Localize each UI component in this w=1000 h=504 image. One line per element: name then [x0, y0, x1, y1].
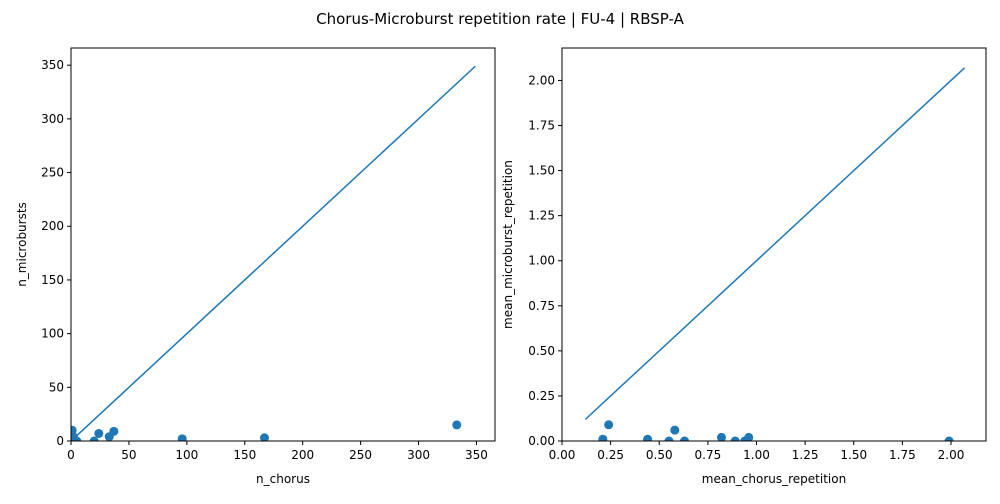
- left-panel-marks: [71, 65, 476, 441]
- right-reference-line: [584, 67, 966, 420]
- left-x-tick-label: 50: [121, 448, 136, 462]
- right-x-tick-label: 0.75: [695, 448, 722, 462]
- left-y-tick-label: 250: [41, 166, 64, 180]
- left-y-tick-label: 100: [41, 327, 64, 341]
- right-data-point: [944, 436, 954, 441]
- left-panel-frame: [70, 47, 496, 442]
- left-x-tick-label: 350: [465, 448, 488, 462]
- right-y-axis-label: mean_microburst_repetition: [501, 160, 515, 329]
- left-x-tick-label: 250: [349, 448, 372, 462]
- left-x-axis-label: n_chorus: [256, 472, 310, 486]
- right-y-tick-label: 0.75: [528, 299, 555, 313]
- right-x-tick-label: 1.50: [840, 448, 867, 462]
- right-data-point: [643, 434, 653, 441]
- right-data-point: [604, 420, 614, 430]
- right-data-point: [744, 432, 754, 441]
- left-y-axis-label: n_microbursts: [15, 202, 29, 287]
- left-y-tick-label: 200: [41, 219, 64, 233]
- left-y-tick-label: 300: [41, 112, 64, 126]
- right-x-tick-label: 0.00: [549, 448, 576, 462]
- left-y-tick-label: 350: [41, 58, 64, 72]
- left-data-point: [94, 428, 104, 438]
- right-y-tick-label: 1.50: [528, 164, 555, 178]
- left-data-point: [259, 433, 269, 441]
- right-data-point: [670, 425, 680, 435]
- left-panel-ticks: 0 50 100 150 200 250 300 350 0 50 100 150 200 250 300 3…: [41, 58, 488, 462]
- left-panel: 0 50 100 150 200 250 300 350 0 50 100 150 200 250 300 3…: [15, 47, 496, 486]
- right-x-tick-label: 2.00: [938, 448, 965, 462]
- left-y-tick-label: 0: [56, 434, 64, 448]
- left-x-tick-label: 300: [407, 448, 430, 462]
- right-x-tick-label: 0.25: [597, 448, 624, 462]
- right-data-point: [680, 436, 690, 441]
- left-x-tick-label: 150: [233, 448, 256, 462]
- left-data-point: [452, 420, 462, 430]
- right-data-point: [598, 434, 608, 441]
- right-x-tick-label: 1.75: [889, 448, 916, 462]
- right-x-tick-label: 1.00: [743, 448, 770, 462]
- left-x-tick-label: 0: [67, 448, 75, 462]
- right-data-point: [730, 436, 740, 441]
- right-data-point: [664, 436, 674, 441]
- right-panel-marks: [584, 67, 966, 441]
- right-y-tick-label: 1.25: [528, 209, 555, 223]
- left-y-tick-label: 50: [49, 380, 64, 394]
- right-y-tick-label: 2.00: [528, 73, 555, 87]
- left-data-point: [109, 426, 119, 436]
- left-data-point: [177, 434, 187, 441]
- right-y-tick-label: 0.25: [528, 389, 555, 403]
- left-data-point: [89, 436, 99, 441]
- right-panel: 0.00 0.25 0.50 0.75 1.00 1.25 1.50 1.75 2.00 0.00…: [501, 47, 987, 486]
- right-data-point: [716, 432, 726, 441]
- right-y-tick-label: 0.00: [528, 434, 555, 448]
- right-x-axis-label: mean_chorus_repetition: [702, 472, 846, 486]
- left-y-tick-label: 150: [41, 273, 64, 287]
- left-x-tick-label: 200: [291, 448, 314, 462]
- left-plot-area: [71, 65, 476, 441]
- right-x-tick-label: 0.50: [646, 448, 673, 462]
- right-plot-area: [584, 67, 966, 441]
- right-y-tick-label: 1.00: [528, 254, 555, 268]
- figure-title: Chorus-Microburst repetition rate | FU-4…: [316, 10, 684, 28]
- right-x-tick-label: 1.25: [792, 448, 819, 462]
- left-reference-line: [71, 65, 476, 441]
- left-x-tick-label: 100: [175, 448, 198, 462]
- right-y-tick-label: 0.50: [528, 344, 555, 358]
- right-y-tick-label: 1.75: [528, 119, 555, 133]
- right-panel-ticks: 0.00 0.25 0.50 0.75 1.00 1.25 1.50 1.75 2.00 0.00…: [528, 73, 964, 462]
- right-panel-frame: [561, 47, 987, 442]
